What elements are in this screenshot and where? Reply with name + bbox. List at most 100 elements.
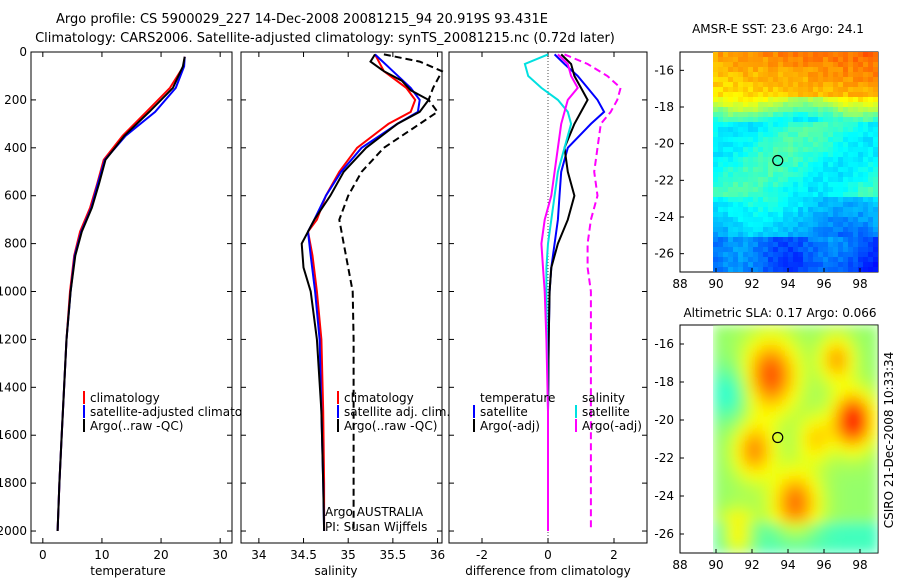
heatmap-cell [833,192,839,198]
heatmap-cell [758,112,764,118]
heatmap-cell [788,172,794,178]
heatmap-cell [858,147,864,153]
heatmap-cell [825,378,834,387]
heatmap-cell [833,67,839,73]
heatmap-cell [728,152,734,158]
heatmap-cell [803,332,811,341]
heatmap-cell [768,87,774,93]
heatmap-cell [743,142,749,148]
heatmap-cell [848,401,856,410]
heatmap-cell [783,217,789,223]
heatmap-cell [858,227,864,233]
heatmap-cell [743,408,751,417]
heatmap-cell [763,117,769,123]
heatmap-cell [723,77,729,83]
heatmap-cell [713,461,721,470]
heatmap-cell [825,537,834,546]
heatmap-cell [818,332,826,341]
x-tick-label: 34 [251,548,266,562]
heatmap-cell [803,522,811,531]
heatmap-cell [768,72,774,78]
heatmap-cell [718,87,724,93]
heatmap-cell [828,122,834,128]
heatmap-cell [713,127,719,133]
heatmap-cell [743,172,749,178]
heatmap-cell [848,147,854,153]
heatmap-cell [858,172,864,178]
heatmap-cell [763,197,769,203]
heatmap-cell [738,217,744,223]
heatmap-cell [783,77,789,83]
heatmap-cell [813,77,819,83]
heatmap-cell [873,247,878,253]
heatmap-cell [813,122,819,128]
heatmap-cell [818,87,824,93]
heatmap-cell [773,237,779,243]
heatmap-cell [783,127,789,133]
heatmap-cell [733,202,739,208]
temperature-panel: 0 10 20 30020040060080010001200140016001800… [0,45,268,578]
heatmap-cell [858,137,864,143]
heatmap-cell [753,82,759,88]
heatmap-cell [863,162,869,168]
heatmap-cell [848,355,856,364]
heatmap-cell [793,192,799,198]
heatmap-cell [733,97,739,103]
heatmap-cell [810,347,819,356]
heatmap-cell [795,484,804,493]
heatmap-cell [733,137,739,143]
heatmap-cell [870,370,878,379]
heatmap-cell [748,112,754,118]
heatmap-cell [868,267,874,272]
heatmap-cell [808,57,814,63]
heatmap-cell [848,82,854,88]
heatmap-cell [838,222,844,228]
heatmap-cell [758,167,764,173]
heatmap-cell [713,202,719,208]
csiro-timestamp: CSIRO 21-Dec-2008 10:33:34 [882,352,896,529]
heatmap-cell [818,393,826,402]
heatmap-cell [858,127,864,133]
heatmap-cell [713,177,719,183]
heatmap-cell [763,192,769,198]
heatmap-cell [788,355,796,364]
heatmap-cell [838,187,844,193]
heatmap-cell [788,477,796,486]
heatmap-cell [778,152,784,158]
heatmap-cell [808,267,814,272]
heatmap-cell [833,132,839,138]
heatmap-cell [788,530,796,539]
salinity-legend: climatology satellite adj. clim. Argo(..… [337,391,450,433]
heatmap-cell [738,182,744,188]
heatmap-cell [823,257,829,263]
heatmap-cell [750,363,759,372]
heatmap-cell [795,355,804,364]
heatmap-cell [733,167,739,173]
heatmap-cell [870,446,878,455]
heatmap-cell [723,252,729,258]
heatmap-cell [808,177,814,183]
heatmap-cell [758,363,766,372]
heatmap-cell [773,212,779,218]
heatmap-cell [833,77,839,83]
heatmap-cell [750,378,759,387]
heatmap-cell [808,182,814,188]
heatmap-cell [813,212,819,218]
heatmap-cell [825,507,834,516]
heatmap-cell [753,267,759,272]
heatmap-cell [823,57,829,63]
heatmap-cell [808,167,814,173]
heatmap-cell [855,515,864,524]
heatmap-cell [780,537,789,546]
heatmap-cell [833,162,839,168]
heatmap-cell [810,469,819,478]
heatmap-cell [728,197,734,203]
heatmap-cell [818,77,824,83]
heatmap-cell [793,72,799,78]
heatmap-cell [793,82,799,88]
heatmap-cell [808,262,814,268]
heatmap-cell [863,57,869,63]
heatmap-cell [818,217,824,223]
heatmap-cell [728,401,736,410]
heatmap-cell [720,401,729,410]
